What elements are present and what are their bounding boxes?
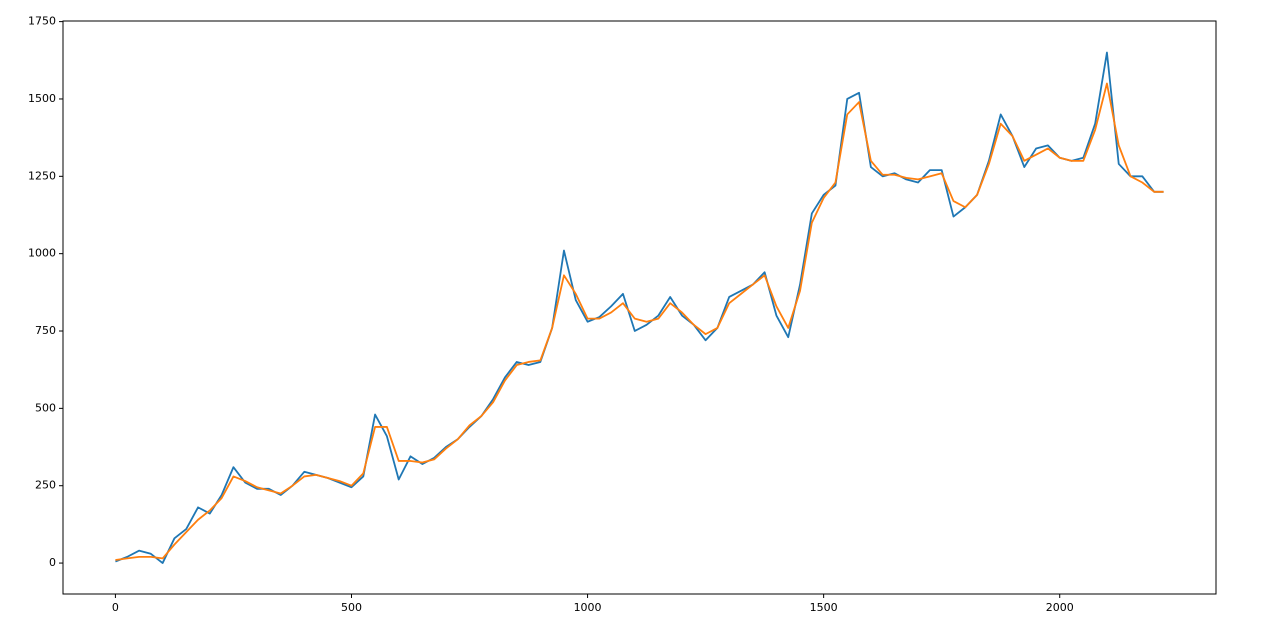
- y-tick-label: 0: [49, 556, 56, 569]
- y-tick-label: 750: [35, 324, 56, 337]
- x-tick-label: 1500: [810, 601, 838, 614]
- series-line: [115, 82, 1164, 561]
- y-tick-label: 1500: [28, 92, 56, 105]
- y-tick-label: 1750: [28, 15, 56, 28]
- y-tick-label: 250: [35, 479, 56, 492]
- x-tick-label: 2000: [1046, 601, 1074, 614]
- x-tick-label: 0: [112, 601, 119, 614]
- x-tick-label: 1000: [574, 601, 602, 614]
- y-tick-label: 500: [35, 401, 56, 414]
- plot-frame: [62, 20, 1217, 595]
- x-tick-label: 500: [341, 601, 362, 614]
- y-tick-label: 1250: [28, 169, 56, 182]
- y-tick-label: 1000: [28, 247, 56, 260]
